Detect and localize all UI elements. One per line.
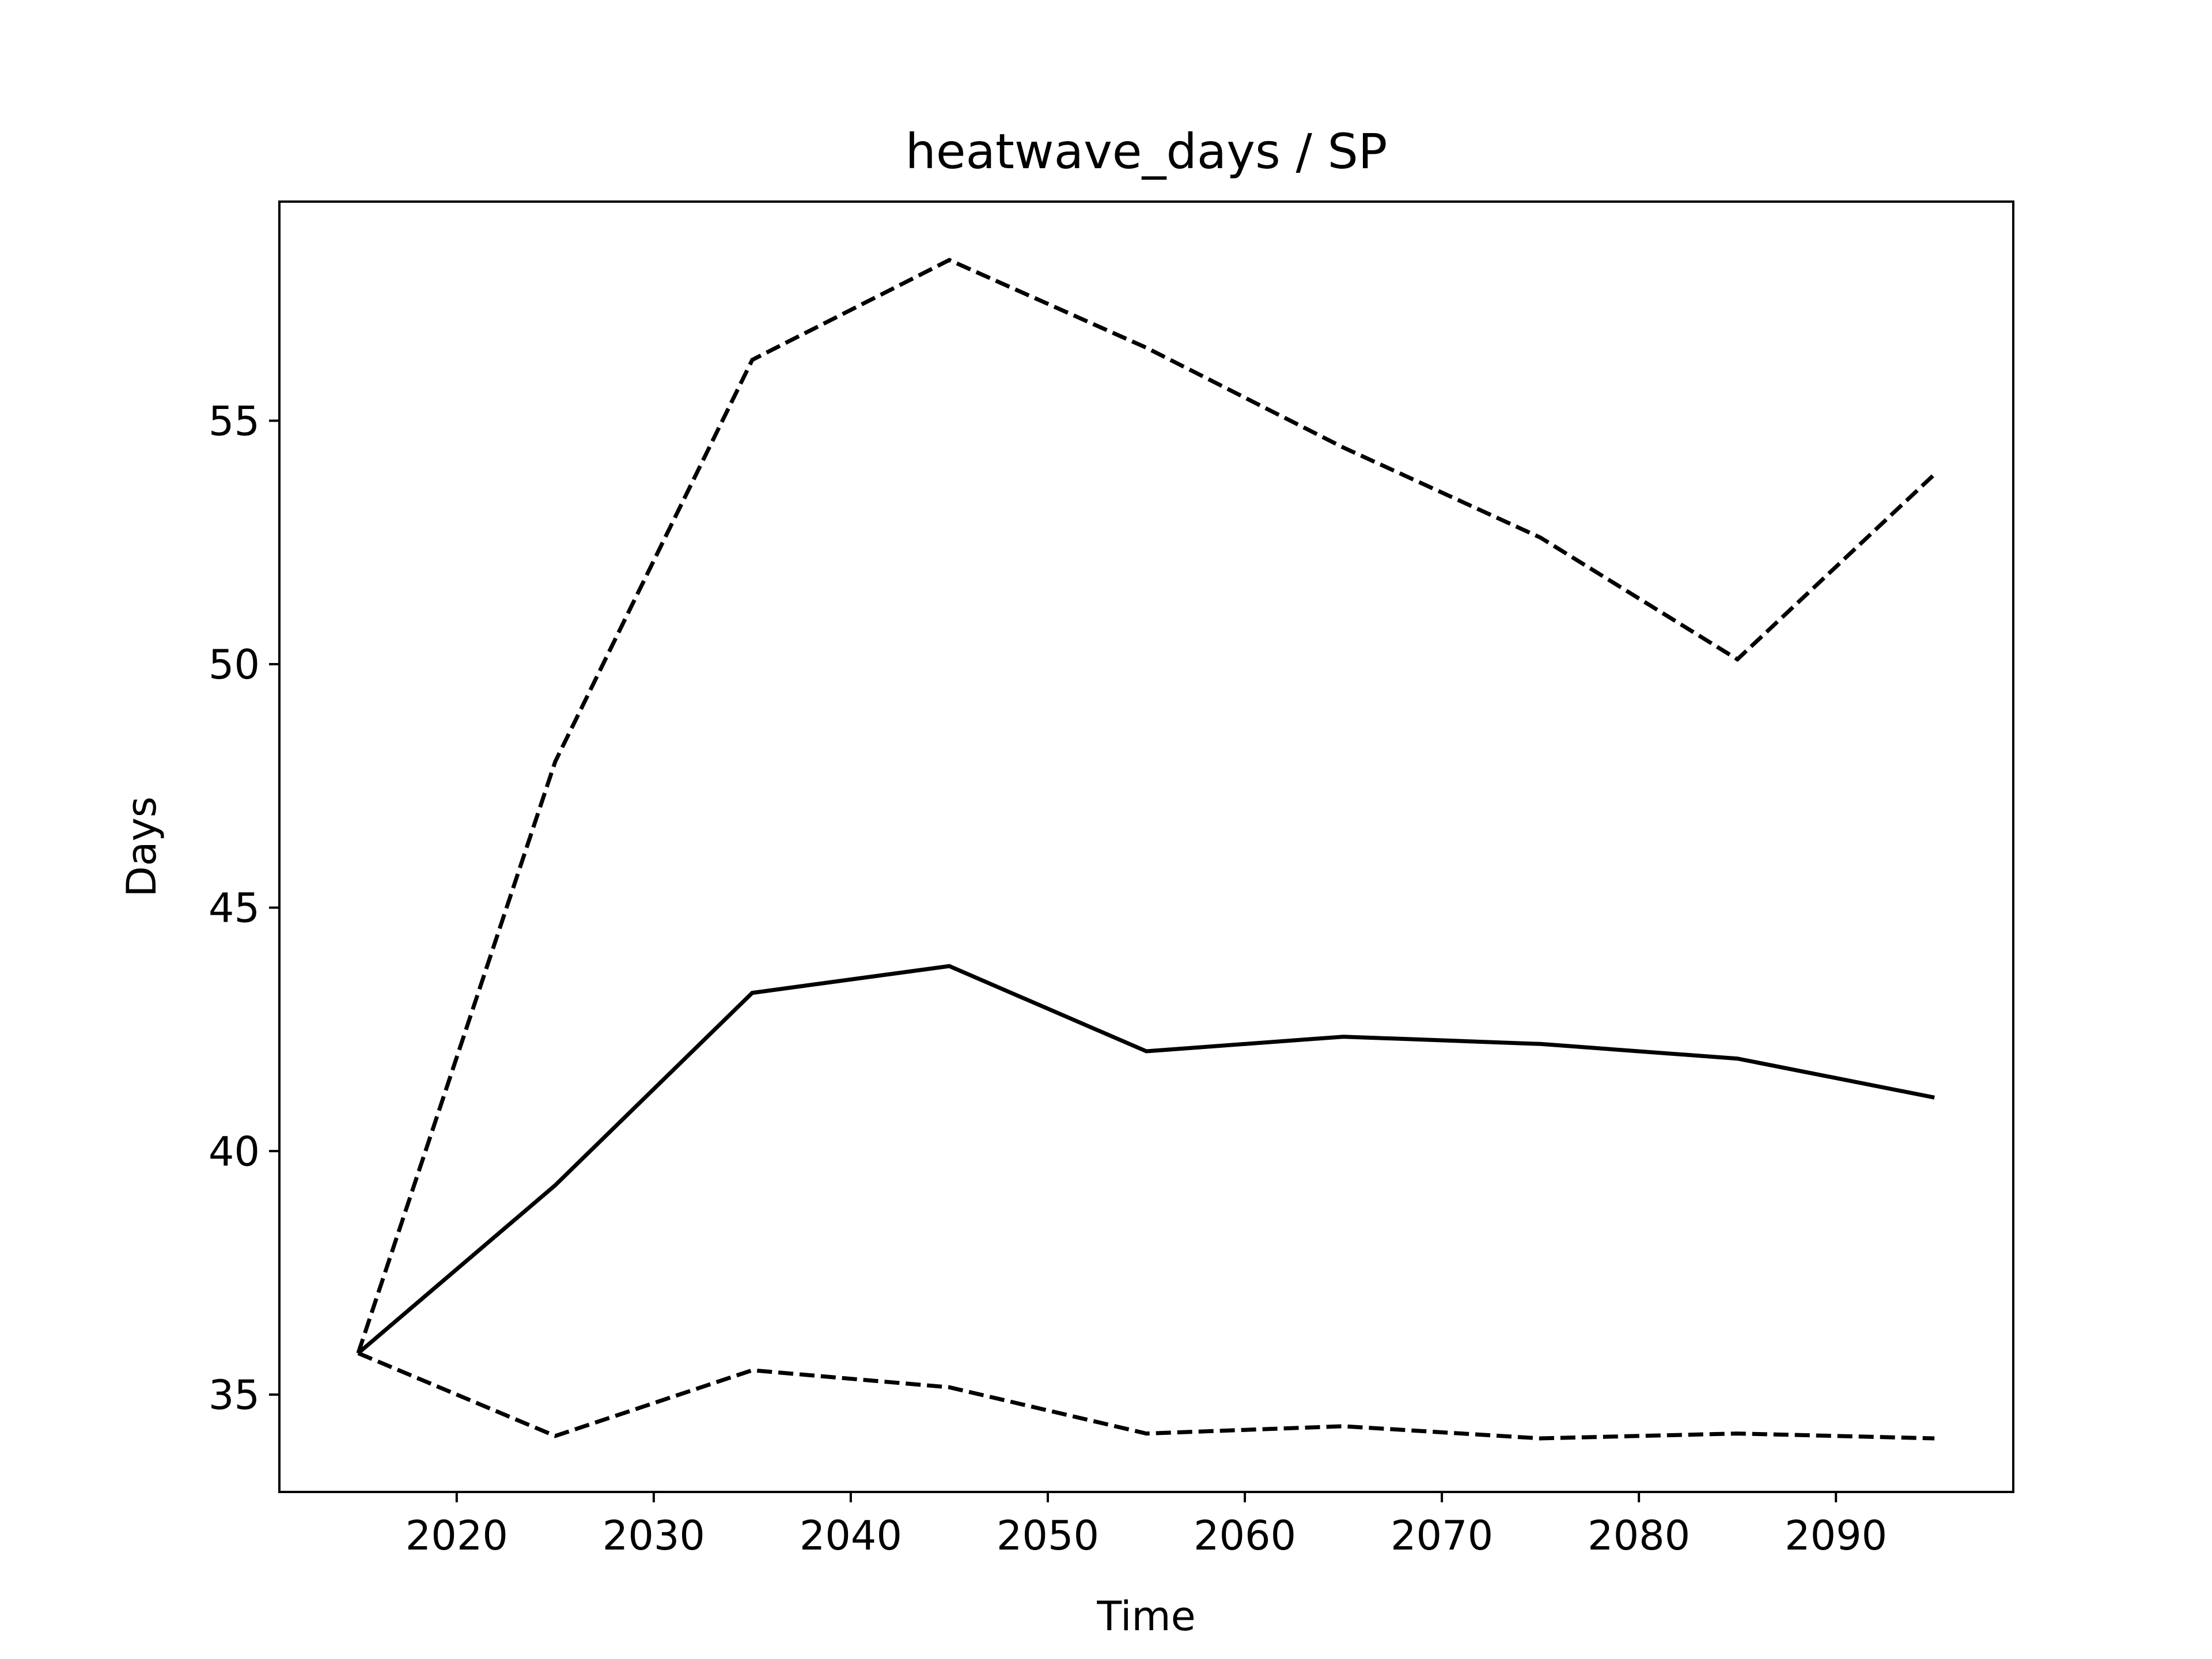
y-axis-label: Days [118,797,165,897]
x-axis-label: Time [1096,1593,1195,1640]
x-tick-label: 2040 [800,1512,902,1559]
x-tick-label: 2090 [1785,1512,1887,1559]
series-line-3 [357,1351,1935,1441]
chart-title: heatwave_days / SP [906,123,1388,180]
plot-frame [278,200,2014,1493]
x-tick-label: 2050 [997,1512,1099,1559]
y-tick-label: 50 [209,641,260,688]
x-tick-label: 2020 [406,1512,508,1559]
series-line-1 [356,257,1936,1354]
y-tick-label: 35 [209,1372,260,1419]
x-tick-label: 2080 [1588,1512,1690,1559]
y-tick-label: 40 [209,1128,260,1175]
x-tick-label: 2060 [1194,1512,1296,1559]
y-tick-label: 55 [209,397,260,445]
series-line-2 [357,964,1935,1355]
axes-layer: 2020 2030 2040 2050 2060 2070 2080 2090 35 40 45 50… [209,397,1887,1559]
x-tick-label: 2030 [603,1512,705,1559]
y-tick-label: 45 [209,885,260,932]
x-tick-label: 2070 [1391,1512,1493,1559]
series-layer [356,257,1936,1441]
